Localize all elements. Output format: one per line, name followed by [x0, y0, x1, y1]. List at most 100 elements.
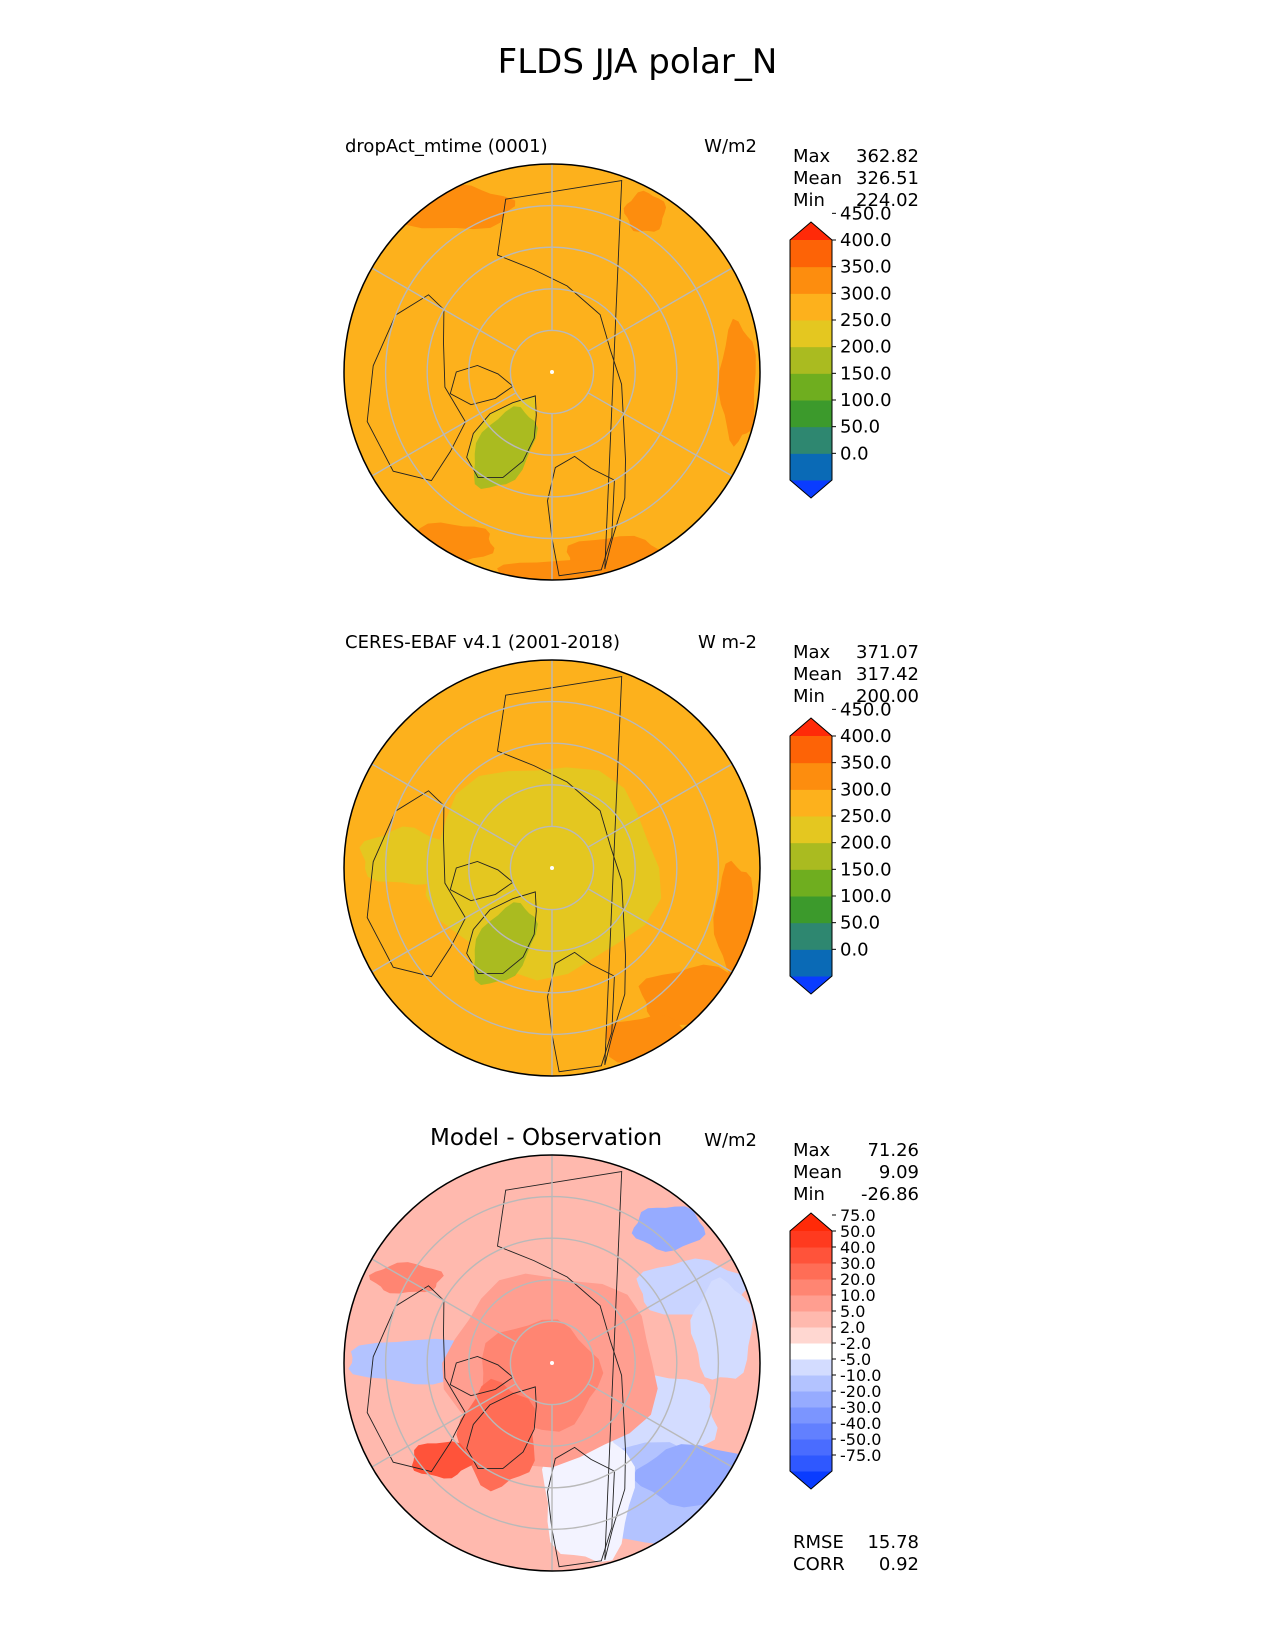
colorbar-tick-label: 100.0 — [840, 886, 892, 907]
panel-units: W m-2 — [697, 632, 757, 653]
longitude-gridline — [587, 888, 733, 973]
colorbar-segment — [790, 1359, 832, 1376]
coastline — [547, 951, 615, 1073]
colorbar: -75.0-50.0-40.0-30.0-20.0-10.0-5.0-2.02.… — [789, 1206, 881, 1490]
panel-title: CERES-EBAF v4.1 (2001-2018) — [345, 632, 621, 653]
colorbar-extend-high — [790, 718, 832, 736]
colorbar-tick-label: 250.0 — [840, 806, 892, 827]
anomaly-positive — [411, 1441, 474, 1479]
coastline — [466, 395, 537, 479]
colorbar-segment — [790, 1407, 832, 1424]
colorbar-extend-low — [790, 480, 832, 498]
map-field — [344, 1155, 760, 1571]
panel-model: dropAct_mtime (0001) W/m2 Max 362.82 Mean… — [0, 0, 1275, 581]
colorbar-tick-label: 300.0 — [840, 779, 892, 800]
colorbar-segment — [790, 736, 832, 764]
stat-max: Max 362.82 — [793, 146, 919, 167]
stat-mean: Mean 317.42 — [793, 664, 919, 685]
stat-max: Max 371.07 — [793, 642, 919, 663]
colorbar-extend-low — [790, 976, 832, 994]
coastline — [366, 294, 467, 482]
stat-min: Min -26.86 — [793, 1184, 919, 1205]
anomaly-negative — [631, 1206, 706, 1252]
stat-min: Min 200.00 — [793, 686, 919, 707]
map-border — [343, 659, 761, 1077]
coastline — [466, 891, 537, 975]
colorbar-tick-label: 0.0 — [840, 443, 869, 464]
colorbar-tick-label: -20.0 — [840, 1382, 881, 1401]
field-high — [495, 560, 619, 580]
colorbar-segment — [790, 896, 832, 924]
map-border — [343, 1154, 761, 1572]
colorbar-segment — [790, 1247, 832, 1264]
longitude-gridline — [587, 1258, 733, 1343]
pole-marker — [550, 1361, 554, 1365]
coastline — [547, 1446, 615, 1568]
summary-stats: RMSE 15.78 CORR 0.92 — [793, 1532, 919, 1576]
colorbar-tick-label: -10.0 — [840, 1366, 881, 1385]
colorbar-tick-label: 50.0 — [840, 1222, 876, 1241]
colorbar-extend-low — [790, 1471, 832, 1489]
colorbar-tick-label: 10.0 — [840, 1286, 876, 1305]
colorbar-tick-label: -30.0 — [840, 1398, 881, 1417]
colorbar-segment — [790, 426, 832, 454]
stat-mean: Mean 326.51 — [793, 168, 919, 189]
panel-observation: CERES-EBAF v4.1 (2001-2018) W m-2 Max 371… — [0, 0, 1275, 1077]
colorbar-tick-label: -5.0 — [840, 1350, 871, 1369]
colorbar-segment — [790, 293, 832, 321]
latitude-gridline — [509, 825, 595, 911]
stat-corr: CORR 0.92 — [793, 1554, 919, 1575]
colorbar-segment — [790, 762, 832, 790]
polar-map — [343, 1154, 761, 1572]
colorbar-tick-label: 200.0 — [840, 833, 892, 854]
colorbar-tick-label: 100.0 — [840, 390, 892, 411]
colorbar-segment — [790, 1391, 832, 1408]
colorbar-tick-label: 75.0 — [840, 1206, 876, 1225]
stats-block: Max 71.26 Mean 9.09 Min -26.86 — [793, 1140, 919, 1206]
colorbar-tick-label: 50.0 — [840, 417, 880, 438]
colorbar-tick-label: 400.0 — [840, 726, 892, 747]
colorbar-tick-label: 150.0 — [840, 859, 892, 880]
colorbar-tick-label: -2.0 — [840, 1334, 871, 1353]
colorbar-segment — [790, 922, 832, 950]
coastline — [449, 861, 514, 902]
panel-units: W/m2 — [704, 136, 757, 157]
colorbar-tick-label: 450.0 — [840, 203, 892, 224]
stats-block: Max 371.07 Mean 317.42 Min 200.00 — [793, 642, 919, 708]
colorbar-tick-label: -50.0 — [840, 1430, 881, 1449]
colorbar-tick-label: -40.0 — [840, 1414, 881, 1433]
stat-rmse: RMSE 15.78 — [793, 1532, 919, 1553]
colorbar-tick-label: 0.0 — [840, 939, 869, 960]
colorbar-extend-high — [790, 1213, 832, 1231]
colorbar-tick-label: 350.0 — [840, 753, 892, 774]
colorbar-segment — [790, 1231, 832, 1248]
coastline — [547, 455, 615, 577]
colorbar-segment — [790, 842, 832, 870]
pole-marker — [550, 370, 554, 374]
coastline — [366, 790, 467, 978]
colorbar-tick-label: 50.0 — [840, 913, 880, 934]
polar-map — [343, 163, 761, 581]
panel-title: Model - Observation — [430, 1125, 663, 1151]
field-high — [623, 190, 667, 232]
stat-max: Max 71.26 — [793, 1140, 919, 1161]
longitude-gridline — [587, 267, 733, 352]
colorbar-segment — [790, 1343, 832, 1360]
field-high — [718, 318, 756, 447]
panel-title: dropAct_mtime (0001) — [345, 136, 548, 157]
colorbar-segment — [790, 266, 832, 294]
colorbar-segment — [790, 1263, 832, 1280]
colorbar-tick-label: 5.0 — [840, 1302, 865, 1321]
stat-mean: Mean 9.09 — [793, 1162, 919, 1183]
longitude-gridline — [371, 763, 517, 848]
colorbar-tick-label: 40.0 — [840, 1238, 876, 1257]
panel-units: W/m2 — [704, 1130, 757, 1151]
colorbar-tick-label: 150.0 — [840, 363, 892, 384]
colorbar-segment — [790, 240, 832, 268]
longitude-gridline — [587, 392, 733, 477]
colorbar-tick-label: 2.0 — [840, 1318, 865, 1337]
colorbar-tick-label: 450.0 — [840, 699, 892, 720]
colorbar-segment — [790, 789, 832, 817]
colorbar-segment — [790, 1311, 832, 1328]
longitude-gridline — [371, 888, 517, 973]
